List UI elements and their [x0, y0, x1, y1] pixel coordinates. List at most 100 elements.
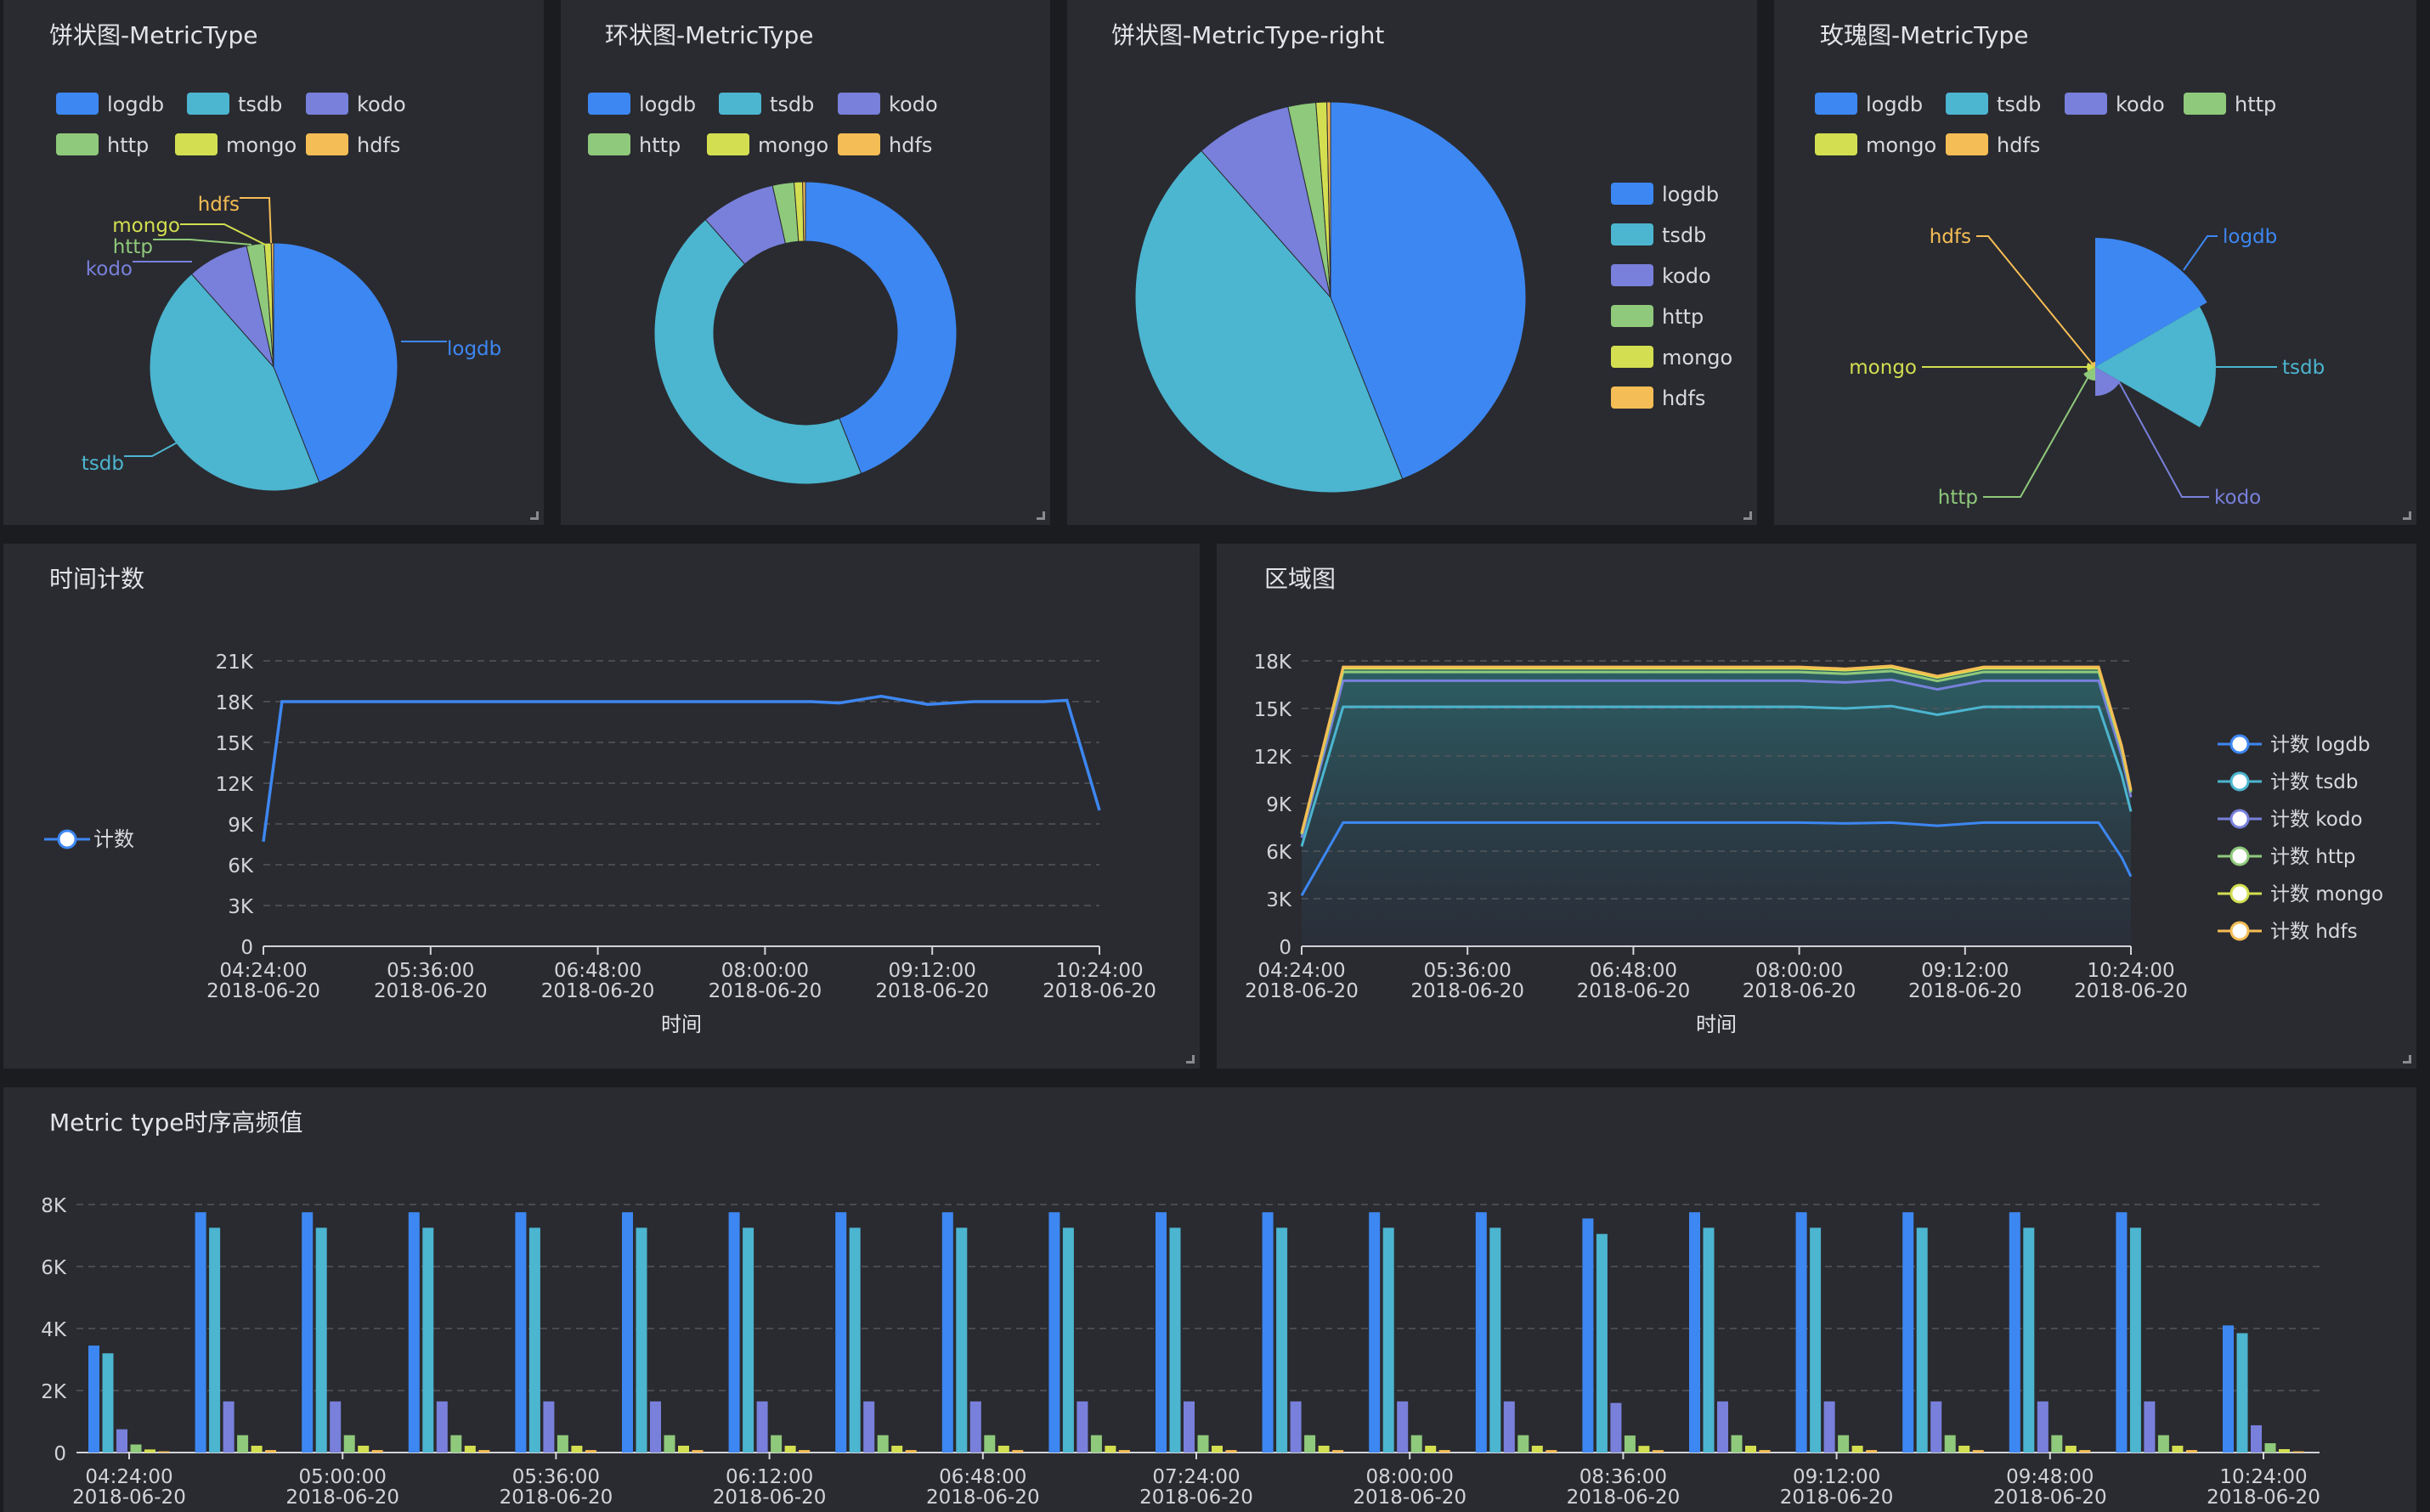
bars-x-tick-label: 09:48:00: [2006, 1466, 2094, 1488]
bars-x-tick-label: 07:24:00: [1152, 1466, 1240, 1488]
pie-right-legend-swatch-tsdb: [1611, 223, 1653, 245]
resize-handle-icon[interactable]: [1037, 511, 1045, 520]
bars-bar-mongo: [1638, 1446, 1650, 1453]
bars-bar-logdb: [408, 1212, 420, 1453]
bars-bar-hdfs: [265, 1450, 277, 1453]
bars-bar-tsdb: [102, 1353, 114, 1453]
bars-bar-logdb: [728, 1212, 740, 1453]
area-chart: 03K6K9K12K15K18K04:24:002018-06-2005:36:…: [1245, 652, 2383, 1036]
pie-label-line-tsdb: [124, 439, 183, 457]
bars-bar-kodo: [756, 1401, 768, 1453]
area-legend-label-logdb: 计数 logdb: [2270, 734, 2371, 756]
bars-x-tick-label: 06:48:00: [939, 1466, 1026, 1488]
bars-bar-hdfs: [1866, 1450, 1878, 1453]
rose-panel-title: 玫瑰图-MetricType: [1820, 21, 2029, 49]
area-y-tick-label: 15K: [1254, 699, 1292, 721]
resize-handle-icon[interactable]: [2403, 511, 2411, 520]
bars-bar-http: [2157, 1435, 2169, 1453]
bars-bar-tsdb: [1810, 1227, 1822, 1453]
rose-label-line-logdb: [2183, 235, 2218, 271]
pie-legend-swatch-hdfs: [306, 133, 348, 155]
bars-bar-logdb: [1048, 1212, 1060, 1453]
resize-handle-icon[interactable]: [1743, 511, 1752, 520]
bars-bar-mongo: [1745, 1445, 1756, 1453]
pie-legend-swatch-kodo: [306, 93, 348, 115]
line-x-tick-label: 06:48:00: [554, 960, 641, 982]
line-y-tick-label: 12K: [216, 774, 254, 796]
rose-chart: logdb tsdb kodo http mongo hdfs logdb tsdb kodo h…: [1815, 93, 2325, 509]
rose-slice-logdb: [2095, 238, 2207, 367]
bars-x-tick-date: 2018-06-20: [1993, 1487, 2107, 1509]
bars-bar-kodo: [1077, 1401, 1088, 1453]
rose-legend-swatch-hdfs: [1946, 133, 1988, 155]
bars-bar-hdfs: [1759, 1450, 1771, 1453]
line-y-tick-label: 6K: [228, 855, 254, 877]
bars-x-tick-label: 08:00:00: [1366, 1466, 1454, 1488]
area-y-tick-label: 18K: [1254, 652, 1292, 674]
bars-bar-kodo: [863, 1401, 875, 1453]
pie-legend-label-logdb: logdb: [107, 93, 164, 116]
bars-bar-logdb: [1582, 1218, 1594, 1453]
donut-legend-swatch-logdb: [588, 93, 630, 115]
pie-slice-label-tsdb: tsdb: [82, 453, 124, 475]
bars-bar-mongo: [1531, 1445, 1543, 1453]
bars-bar-logdb: [2116, 1212, 2128, 1453]
bars-bar-logdb: [1369, 1212, 1381, 1453]
bars-bar-hdfs: [478, 1450, 490, 1453]
bars-bar-hdfs: [1546, 1450, 1557, 1453]
line-legend-label: 计数: [93, 827, 134, 851]
bars-bar-http: [557, 1435, 568, 1453]
pie-legend-label-kodo: kodo: [357, 93, 406, 116]
bars-x-tick-date: 2018-06-20: [2207, 1487, 2320, 1509]
pie-right-legend-label-tsdb: tsdb: [1662, 223, 1706, 247]
area-panel: 区域图 0 3K 6K 9K 12K 15K 18K 04:24:00 2018-06-20 05…: [1217, 544, 2416, 1069]
donut-legend-swatch-kodo: [838, 93, 880, 115]
line-y-tick-label: 15K: [216, 733, 254, 755]
bars-bar-kodo: [436, 1401, 448, 1453]
pie-right-slice-tsdb: [1134, 150, 1404, 494]
rose-legend-label-tsdb: tsdb: [1997, 93, 2041, 116]
rose-label-line-hdfs: [1976, 235, 2094, 366]
bars-bar-hdfs: [905, 1450, 917, 1453]
bars-bar-http: [1410, 1435, 1422, 1453]
bars-bar-logdb: [515, 1212, 527, 1453]
pie-slice-logdb: [273, 242, 398, 483]
bars-bar-mongo: [997, 1445, 1009, 1453]
rose-legend-label-mongo: mongo: [1866, 133, 1936, 157]
resize-handle-icon[interactable]: [2403, 1055, 2411, 1063]
area-x-tick-date: 2018-06-20: [1245, 980, 1359, 1002]
bars-bar-hdfs: [2292, 1451, 2304, 1453]
donut-legend-label-hdfs: hdfs: [889, 133, 932, 157]
bars-y-tick-label: 0: [54, 1443, 66, 1465]
bars-bar-http: [1838, 1435, 1850, 1453]
line-y-tick-label: 21K: [216, 652, 254, 674]
line-x-tick-date: 2018-06-20: [1043, 980, 1156, 1002]
rose-legend-swatch-tsdb: [1946, 93, 1988, 115]
pie-legend-label-hdfs: hdfs: [357, 133, 400, 157]
bars-bar-logdb: [2223, 1325, 2234, 1453]
area-legend-label-mongo: 计数 mongo: [2270, 883, 2383, 906]
pie-label-line-hdfs: [240, 197, 272, 244]
bars-bar-http: [2264, 1443, 2276, 1453]
pie-slice-label-hdfs: hdfs: [198, 194, 240, 216]
rose-label-line-http: [1983, 373, 2091, 498]
resize-handle-icon[interactable]: [530, 511, 539, 520]
bars-x-tick-label: 04:24:00: [85, 1466, 172, 1488]
bars-bar-logdb: [1262, 1212, 1274, 1453]
bars-chart: 02K4K6K8K04:24:002018-06-2005:00:002018-…: [41, 1195, 2320, 1509]
bars-bar-tsdb: [1703, 1227, 1715, 1453]
bars-bar-kodo: [223, 1401, 235, 1453]
area-x-tick-date: 2018-06-20: [1410, 980, 1524, 1002]
bars-bar-hdfs: [2185, 1450, 2197, 1453]
bars-bar-kodo: [1290, 1401, 1302, 1453]
resize-handle-icon[interactable]: [1186, 1055, 1195, 1063]
rose-legend-label-http: http: [2235, 93, 2276, 116]
pie-right-legend-label-mongo: mongo: [1662, 346, 1732, 370]
bars-panel-title: Metric type时序高频值: [49, 1109, 303, 1137]
area-x-tick-label: 04:24:00: [1257, 960, 1345, 982]
bars-x-tick-label: 06:12:00: [726, 1466, 813, 1488]
pie-right-slice-logdb: [1330, 101, 1527, 480]
bars-bar-hdfs: [1438, 1450, 1450, 1453]
area-series-line-logdb: [1300, 821, 2133, 897]
bars-bar-kodo: [2037, 1401, 2049, 1453]
